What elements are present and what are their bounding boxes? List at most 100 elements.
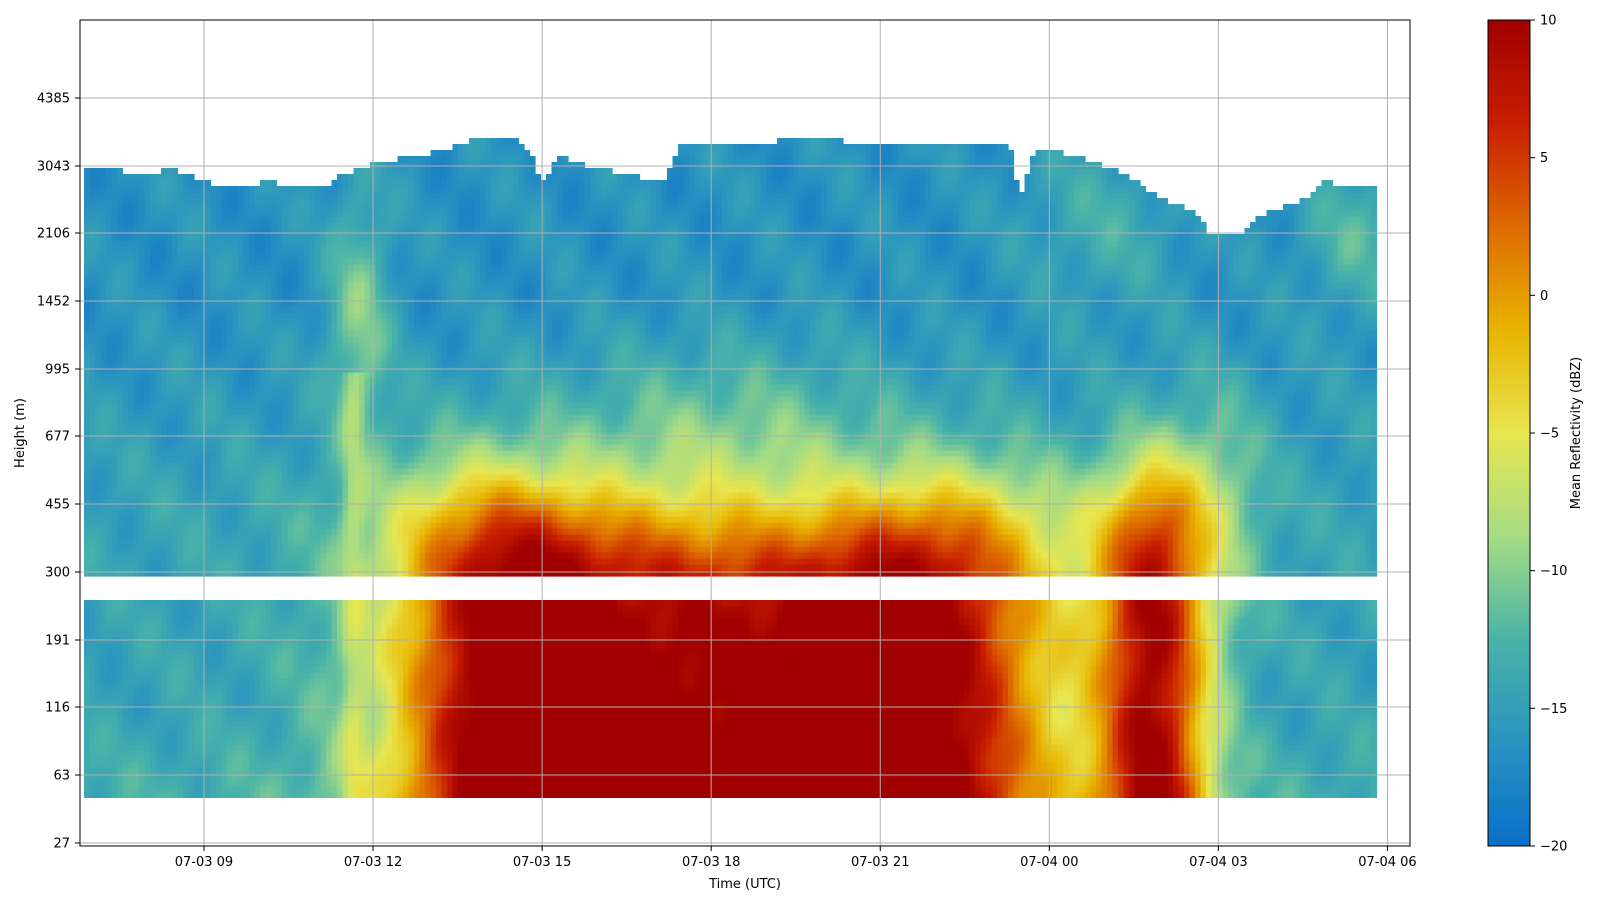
heatmap-cell xyxy=(210,684,217,691)
heatmap-cell xyxy=(265,762,272,769)
heatmap-cell xyxy=(133,744,140,751)
heatmap-cell xyxy=(172,372,179,379)
heatmap-cell xyxy=(249,258,256,265)
heatmap-cell xyxy=(100,444,107,451)
heatmap-cell xyxy=(172,738,179,745)
heatmap-cell xyxy=(117,606,124,613)
heatmap-cell xyxy=(243,420,250,427)
heatmap-cell xyxy=(315,186,322,193)
heatmap-cell xyxy=(117,642,124,649)
heatmap-cell xyxy=(276,702,283,709)
heatmap-cell xyxy=(331,456,338,463)
heatmap-cell xyxy=(177,264,184,271)
heatmap-cell xyxy=(342,630,349,637)
heatmap-cell xyxy=(128,402,135,409)
heatmap-cell xyxy=(227,504,234,511)
heatmap-cell xyxy=(238,570,245,577)
heatmap-cell xyxy=(337,534,344,541)
heatmap-cell xyxy=(304,750,311,757)
heatmap-cell xyxy=(331,402,338,409)
heatmap-cell xyxy=(265,522,272,529)
heatmap-cell xyxy=(95,768,102,775)
heatmap-cell xyxy=(106,450,113,457)
heatmap-cell xyxy=(128,510,135,517)
heatmap-cell xyxy=(298,438,305,445)
heatmap-cell xyxy=(342,372,349,379)
heatmap-cell xyxy=(172,690,179,697)
heatmap-cell xyxy=(342,462,349,469)
heatmap-cell xyxy=(128,744,135,751)
heatmap-cell xyxy=(155,612,162,619)
heatmap-cell xyxy=(232,330,239,337)
heatmap-cell xyxy=(243,492,250,499)
heatmap-cell xyxy=(326,642,333,649)
heatmap-cell xyxy=(183,228,190,235)
heatmap-cell xyxy=(249,264,256,271)
heatmap-cell xyxy=(315,192,322,199)
heatmap-cell xyxy=(348,438,355,445)
heatmap-cell xyxy=(315,720,322,727)
heatmap-cell xyxy=(144,774,151,781)
heatmap-cell xyxy=(293,528,300,535)
heatmap-cell xyxy=(348,708,355,715)
heatmap-cell xyxy=(161,708,168,715)
heatmap-cell xyxy=(282,762,289,769)
heatmap-cell xyxy=(117,630,124,637)
heatmap-cell xyxy=(232,684,239,691)
heatmap-cell xyxy=(95,396,102,403)
heatmap-cell xyxy=(122,216,129,223)
heatmap-cell xyxy=(194,660,201,667)
heatmap-cell xyxy=(166,180,173,187)
heatmap-cell xyxy=(210,522,217,529)
heatmap-cell xyxy=(282,192,289,199)
heatmap-cell xyxy=(139,228,146,235)
heatmap-cell xyxy=(199,216,206,223)
heatmap-cell xyxy=(172,336,179,343)
heatmap-cell xyxy=(287,570,294,577)
heatmap-cell xyxy=(337,306,344,313)
heatmap-cell xyxy=(265,486,272,493)
heatmap-cell xyxy=(326,738,333,745)
heatmap-cell xyxy=(177,384,184,391)
heatmap-cell xyxy=(117,504,124,511)
heatmap-cell xyxy=(271,750,278,757)
heatmap-cell xyxy=(117,726,124,733)
heatmap-cell xyxy=(359,636,366,643)
heatmap-cell xyxy=(133,540,140,547)
heatmap-cell xyxy=(320,624,327,631)
heatmap-cell xyxy=(199,372,206,379)
heatmap-cell xyxy=(227,684,234,691)
heatmap-cell xyxy=(161,612,168,619)
heatmap-cell xyxy=(133,768,140,775)
heatmap-cell xyxy=(238,246,245,253)
heatmap-cell xyxy=(89,306,96,313)
heatmap-cell xyxy=(326,558,333,565)
heatmap-cell xyxy=(183,420,190,427)
heatmap-cell xyxy=(122,312,129,319)
heatmap-cell xyxy=(150,342,157,349)
heatmap-cell xyxy=(282,624,289,631)
heatmap-cell xyxy=(183,630,190,637)
heatmap-cell xyxy=(238,486,245,493)
heatmap-cell xyxy=(298,444,305,451)
heatmap-cell xyxy=(172,198,179,205)
heatmap-cell xyxy=(221,762,228,769)
heatmap-cell xyxy=(293,714,300,721)
heatmap-cell xyxy=(260,258,267,265)
heatmap-cell xyxy=(177,786,184,793)
heatmap-cell xyxy=(287,528,294,535)
heatmap-cell xyxy=(199,504,206,511)
heatmap-cell xyxy=(320,684,327,691)
heatmap-cell xyxy=(353,768,360,775)
heatmap-cell xyxy=(342,726,349,733)
heatmap-cell xyxy=(320,306,327,313)
heatmap-cell xyxy=(276,258,283,265)
heatmap-cell xyxy=(298,480,305,487)
heatmap-cell xyxy=(249,408,256,415)
heatmap-cell xyxy=(183,342,190,349)
heatmap-cell xyxy=(249,786,256,793)
heatmap-cell xyxy=(221,528,228,535)
heatmap-cell xyxy=(227,294,234,301)
heatmap-cell xyxy=(100,756,107,763)
heatmap-cell xyxy=(150,738,157,745)
